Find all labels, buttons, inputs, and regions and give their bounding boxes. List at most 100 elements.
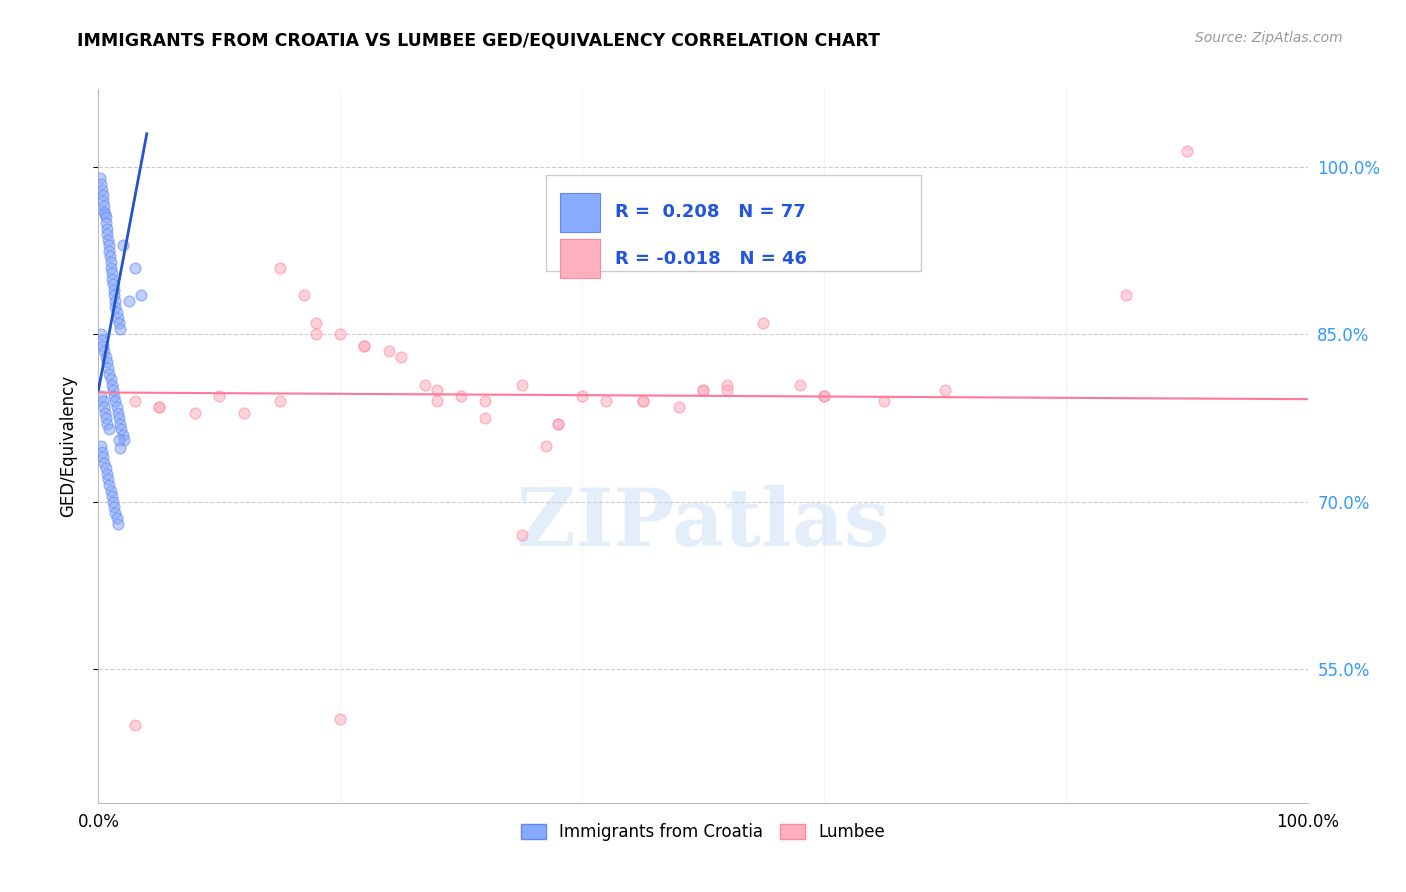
Point	[107, 310, 129, 325]
Point	[97, 360, 120, 375]
Point	[329, 327, 352, 342]
Bar	[546, 175, 921, 271]
Point	[97, 238, 120, 252]
Point	[97, 422, 120, 436]
Point	[547, 417, 569, 431]
Point	[595, 394, 617, 409]
Point	[571, 389, 593, 403]
Point	[426, 383, 449, 397]
Point	[91, 182, 114, 196]
Point	[305, 327, 328, 342]
Point	[426, 394, 449, 409]
Point	[103, 283, 125, 297]
Point	[96, 216, 118, 230]
Point	[184, 405, 207, 419]
Bar	[561, 239, 600, 278]
Point	[108, 322, 131, 336]
Point	[329, 712, 352, 726]
Point	[873, 394, 896, 409]
Point	[716, 383, 738, 397]
Point	[101, 271, 124, 285]
Point	[510, 377, 533, 392]
Point	[934, 383, 956, 397]
Point	[148, 400, 170, 414]
Point	[813, 389, 835, 403]
Point	[104, 506, 127, 520]
Point	[389, 350, 412, 364]
Bar	[561, 193, 600, 232]
Point	[97, 233, 120, 247]
Point	[269, 260, 291, 275]
Point	[129, 288, 152, 302]
Point	[692, 383, 714, 397]
Text: R = -0.018   N = 46: R = -0.018 N = 46	[614, 250, 807, 268]
Point	[104, 300, 127, 314]
Point	[107, 516, 129, 531]
Point	[96, 355, 118, 369]
Point	[103, 500, 125, 515]
Point	[789, 377, 811, 392]
Point	[93, 400, 115, 414]
Point	[631, 394, 654, 409]
Point	[90, 389, 112, 403]
Point	[1115, 288, 1137, 302]
Point	[752, 316, 775, 330]
Point	[108, 434, 131, 448]
Point	[353, 338, 375, 352]
Point	[510, 528, 533, 542]
Point	[100, 255, 122, 269]
Point	[292, 288, 315, 302]
Point	[100, 377, 122, 392]
Point	[112, 434, 135, 448]
Point	[534, 439, 557, 453]
Point	[1175, 144, 1198, 158]
Point	[118, 293, 141, 308]
Point	[100, 489, 122, 503]
Point	[91, 333, 114, 347]
Point	[547, 417, 569, 431]
Y-axis label: GED/Equivalency: GED/Equivalency	[59, 375, 77, 517]
Point	[96, 417, 118, 431]
Point	[96, 227, 118, 241]
Point	[94, 207, 117, 221]
Point	[124, 394, 146, 409]
Point	[96, 411, 118, 425]
Point	[148, 400, 170, 414]
Point	[110, 422, 132, 436]
Point	[100, 260, 122, 275]
Point	[108, 417, 131, 431]
Point	[668, 400, 690, 414]
Point	[813, 389, 835, 403]
Point	[93, 344, 115, 359]
Point	[105, 400, 128, 414]
Point	[93, 199, 115, 213]
Point	[90, 327, 112, 342]
Point	[111, 238, 134, 252]
Legend: Immigrants from Croatia, Lumbee: Immigrants from Croatia, Lumbee	[515, 817, 891, 848]
Point	[91, 394, 114, 409]
Point	[91, 444, 114, 458]
Point	[94, 461, 117, 475]
Point	[93, 205, 115, 219]
Point	[103, 288, 125, 302]
Point	[91, 188, 114, 202]
Point	[101, 383, 124, 397]
Point	[90, 439, 112, 453]
Text: ZIPatlas: ZIPatlas	[517, 485, 889, 563]
Point	[305, 316, 328, 330]
Point	[97, 472, 120, 486]
Point	[89, 171, 111, 186]
Point	[98, 249, 121, 264]
Point	[377, 344, 399, 359]
Text: Source: ZipAtlas.com: Source: ZipAtlas.com	[1195, 31, 1343, 45]
Point	[450, 389, 472, 403]
Point	[105, 305, 128, 319]
Point	[124, 260, 146, 275]
Point	[96, 467, 118, 481]
Text: R =  0.208   N = 77: R = 0.208 N = 77	[614, 203, 806, 221]
Point	[100, 372, 122, 386]
Point	[105, 511, 128, 525]
Point	[100, 483, 122, 498]
Point	[208, 389, 231, 403]
Point	[692, 383, 714, 397]
